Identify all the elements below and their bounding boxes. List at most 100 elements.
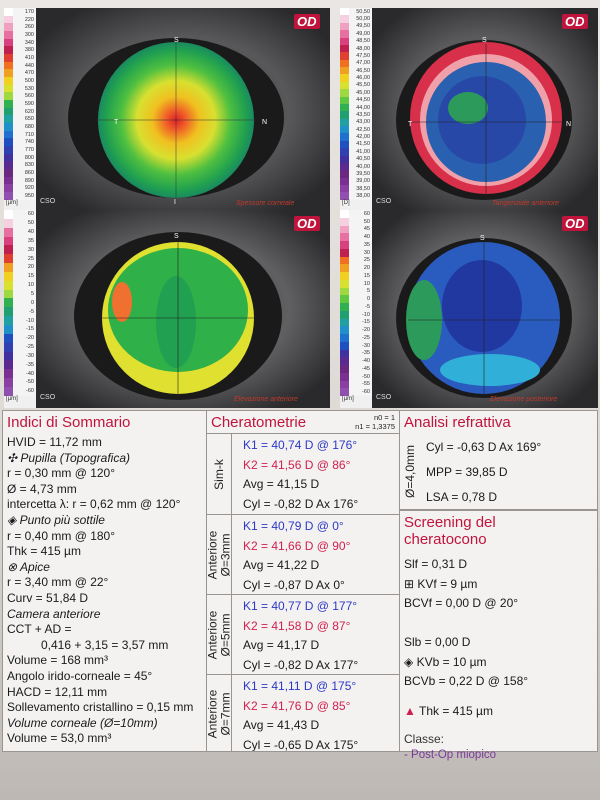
scale-tick: -5: [4, 307, 36, 317]
scale-tick: 44,00: [340, 103, 372, 112]
map-label: Spessore corneale: [236, 200, 295, 207]
k-group-simk: Sim-k K1 = 40,74 D @ 176° K2 = 41,56 D @…: [207, 433, 399, 515]
scale-tick: -50: [340, 372, 372, 381]
scale-tick: -15: [340, 318, 372, 327]
scale-tick: 560: [4, 92, 36, 101]
k2: K2 = 41,56 D @ 86°: [243, 457, 351, 472]
k-group-ant7: Anteriore Ø=7mm K1 = 41,11 D @ 175° K2 =…: [207, 674, 399, 752]
apex-curv: Curv = 51,84 D: [7, 590, 89, 605]
scale-unit: [µm]: [6, 199, 18, 206]
scale-tick: 41,00: [340, 148, 372, 156]
pupil-icon: ✣: [7, 450, 21, 465]
scale-tick: 10: [340, 279, 372, 288]
scale-tick: 45,50: [340, 81, 372, 90]
scale-tick: 0: [4, 298, 36, 308]
scale-tick: 30: [340, 248, 372, 257]
scale-tick: 41,50: [340, 140, 372, 149]
keratometry-title: Cheratometrie: [211, 414, 307, 431]
map-anterior-elevation[interactable]: 60 50 40 35 30 25 20 15 10 5 0 -5 -10 -15 -20 -25 -30 -35…: [4, 210, 330, 408]
thinnest-r: r = 0,40 mm @ 180°: [7, 528, 116, 543]
od-badge: OD: [562, 216, 588, 231]
scale-tick: -60: [340, 388, 372, 396]
hvid: HVID = 11,72 mm: [7, 435, 102, 449]
scale-tick: 50,50: [340, 8, 372, 16]
od-badge: OD: [294, 216, 320, 231]
scale-tick: 890: [4, 176, 36, 185]
scale-tick: 45,00: [340, 89, 372, 97]
scale-tick: 50: [340, 217, 372, 226]
apex-heading: ⊗ Apice: [7, 559, 50, 574]
scale-tick: -55: [340, 380, 372, 389]
scale-tick: 49,00: [340, 30, 372, 38]
kvb-icon: ◈: [404, 654, 417, 669]
scale-tick: 30: [4, 245, 36, 255]
scale-tick: 40: [4, 227, 36, 237]
refraction-mpp: MPP = 39,85 D: [426, 465, 508, 479]
warning-triangle-icon: ▲: [404, 703, 419, 718]
scale-tick: 170: [4, 8, 36, 16]
map-anterior-tangential[interactable]: 50,50 50,00 49,50 49,00 48,50 48,00 47,50 47,00…: [340, 8, 598, 212]
corneal-volume-heading: Volume corneale (Ø=10mm): [7, 715, 158, 730]
scale-tick: 830: [4, 161, 36, 170]
scale-tick: 42,50: [340, 126, 372, 134]
scale-tick: 260: [4, 23, 36, 32]
map-label: Tangenziale anteriore: [492, 200, 560, 207]
map-label: Elevazione anteriore: [234, 396, 298, 403]
svg-text:N: N: [262, 119, 267, 126]
scale-tick: 740: [4, 138, 36, 147]
scale-tick: 410: [4, 54, 36, 62]
refraction-lsa: LSA = 0,78 D: [426, 490, 498, 504]
scale-unit: [µm]: [342, 396, 354, 402]
scale-tick: 380: [4, 46, 36, 55]
scale-tick: 43,00: [340, 118, 372, 126]
k-group-ant5: Anteriore Ø=5mm K1 = 40,77 D @ 177° K2 =…: [207, 594, 399, 675]
scale-tick: 39,50: [340, 170, 372, 178]
scale-tick: -20: [340, 326, 372, 334]
scale-tick: 15: [4, 271, 36, 281]
scale-tick: 10: [4, 280, 36, 290]
intercept: intercetta λ: r = 0,62 mm @ 120°: [7, 497, 181, 512]
scale-tick: 25: [340, 256, 372, 265]
scale-tick: 42,00: [340, 133, 372, 141]
scale-tick: 48,00: [340, 44, 372, 53]
apex-icon: ⊗: [7, 559, 20, 574]
svg-text:I: I: [174, 199, 176, 206]
scale-tick: 500: [4, 77, 36, 85]
avg: Avg = 41,22 D: [243, 558, 320, 572]
refraction-diameter-label: Ø=4,0mm: [402, 444, 417, 498]
avg: Avg = 41,15 D: [243, 477, 320, 491]
k1: K1 = 40,74 D @ 176°: [243, 438, 358, 452]
scale-tick: 38,50: [340, 185, 372, 193]
svg-text:N: N: [566, 121, 571, 128]
scale-tick: -30: [4, 351, 36, 361]
scale-tick: 0: [340, 295, 372, 303]
scale-tick: 470: [4, 69, 36, 78]
class-label: Classe:: [404, 732, 445, 746]
cct-ad: CCT + AD =: [7, 622, 72, 637]
scale-tick: -40: [340, 357, 372, 365]
map-posterior-elevation[interactable]: 60 50 45 40 35 30 25 20 15 10 5 0 -5 -10 -15 -20 -25 -30-…: [340, 210, 598, 408]
svg-text:T: T: [114, 119, 119, 126]
k1: K1 = 41,11 D @ 175°: [243, 679, 357, 693]
scale-tick: 680: [4, 123, 36, 131]
cyl: Cyl = -0,65 D Ax 175°: [243, 737, 359, 752]
k1: K1 = 40,77 D @ 177°: [243, 599, 358, 613]
scale-tick: -50: [4, 378, 36, 387]
cct-ad-value: 0,416 + 3,15 = 3,57 mm: [41, 637, 169, 652]
scale-tick: 950: [4, 192, 36, 200]
scale-tick: 620: [4, 107, 36, 116]
k2: K2 = 41,66 D @ 90°: [243, 538, 351, 553]
scale-tick: 48,50: [340, 37, 372, 45]
keratoconus-screening-panel: Screening del cheratocono Slf = 0,31 D ⊞ …: [399, 510, 598, 761]
chamber-volume: Volume = 168 mm³: [7, 653, 109, 668]
scale-tick: 38,00: [340, 192, 372, 200]
svg-text:S: S: [480, 235, 485, 242]
scale-tick: 50,00: [340, 15, 372, 23]
cso-logo: CSO: [40, 394, 56, 401]
scale-tick: 49,50: [340, 22, 372, 31]
scale-tick: 15: [340, 272, 372, 280]
svg-text:S: S: [174, 233, 179, 240]
scale-tick: 39,00: [340, 177, 372, 185]
cso-logo: CSO: [40, 198, 56, 205]
map-corneal-thickness[interactable]: 170 220 260 300 340 380 410 440 470 500 530 560 590 6…: [4, 8, 330, 212]
